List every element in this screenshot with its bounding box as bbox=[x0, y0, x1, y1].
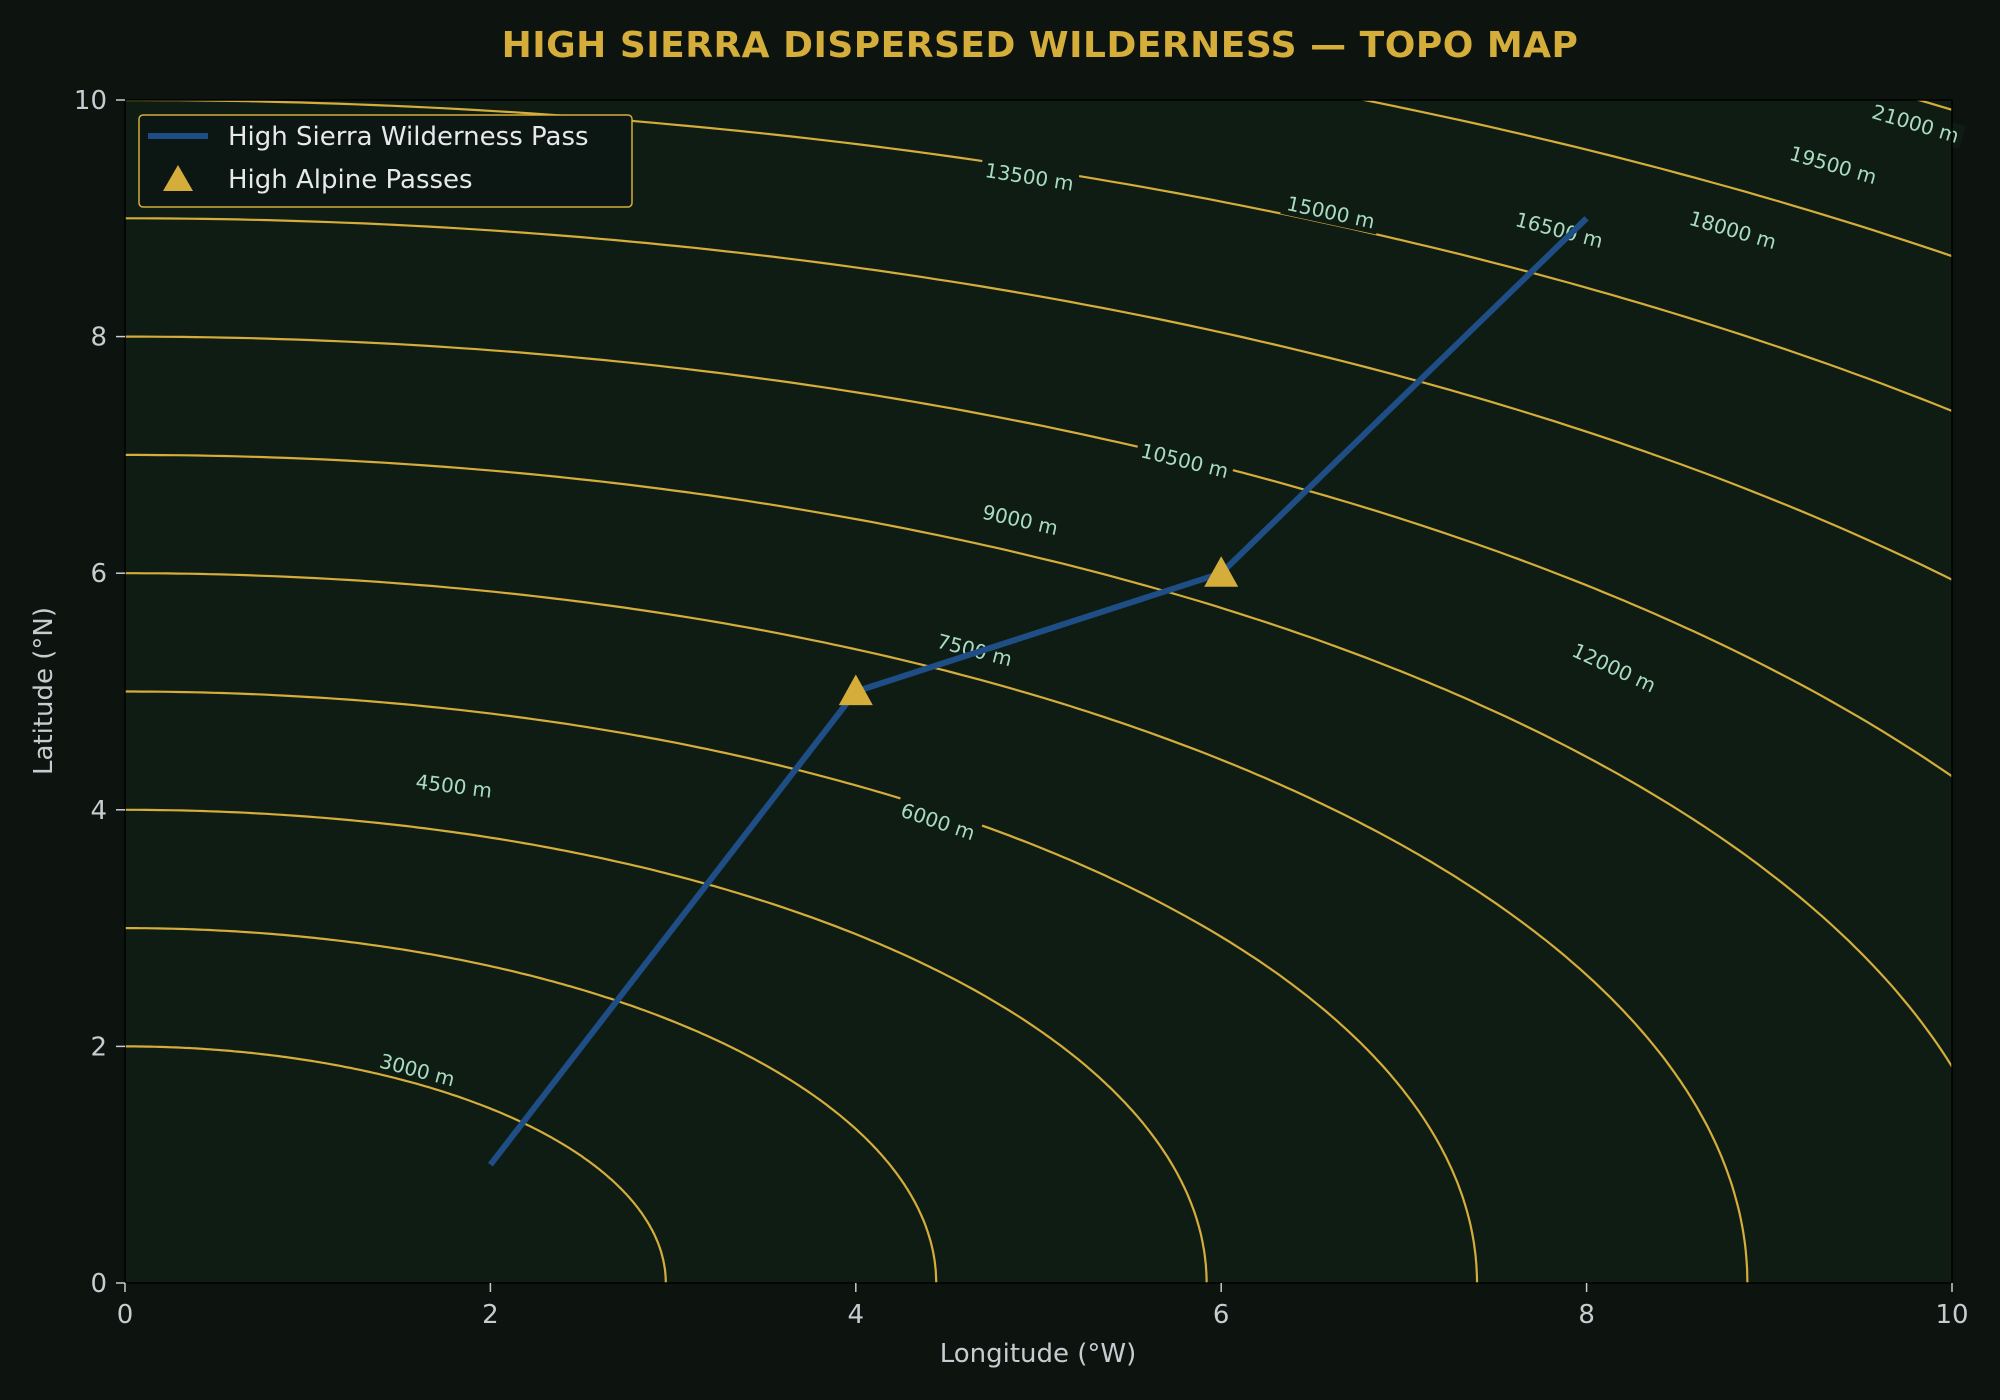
x-axis-ticks: 0 2 4 6 8 10 bbox=[117, 1283, 1969, 1330]
contour-label-gap bbox=[979, 157, 1080, 197]
legend: High Sierra Wilderness Pass High Alpine … bbox=[138, 114, 633, 208]
contour-label-gap bbox=[1134, 437, 1236, 485]
contour-label-gap bbox=[1865, 98, 1966, 150]
contour-line bbox=[125, 100, 1952, 413]
x-axis-label: Longitude (°W) bbox=[940, 1339, 1137, 1369]
y-tick-label: 10 bbox=[74, 86, 107, 116]
contour-line bbox=[125, 572, 1749, 1283]
legend-box bbox=[138, 114, 633, 208]
contour-label-gap bbox=[893, 796, 983, 847]
pass-markers bbox=[838, 556, 1239, 706]
x-tick-label: 0 bbox=[117, 1300, 134, 1330]
x-tick-label: 8 bbox=[1578, 1300, 1595, 1330]
contour-line bbox=[125, 453, 1952, 1069]
contour-line bbox=[125, 1045, 667, 1283]
plot-frame bbox=[124, 99, 1953, 1284]
contour-lines bbox=[125, 100, 1952, 1283]
contour-label-gap bbox=[1508, 206, 1610, 255]
contour-line bbox=[125, 335, 1952, 778]
legend-passes-label: High Alpine Passes bbox=[228, 165, 473, 195]
contour-line bbox=[125, 927, 938, 1283]
contour-label-gap bbox=[1280, 190, 1382, 235]
pass-marker bbox=[1204, 556, 1239, 587]
legend-trail-label: High Sierra Wilderness Pass bbox=[228, 122, 589, 152]
trail-series bbox=[488, 216, 1589, 1167]
trail-line bbox=[488, 216, 1589, 1167]
y-tick-label: 8 bbox=[90, 323, 107, 353]
y-tick-label: 2 bbox=[90, 1032, 107, 1062]
x-tick-label: 4 bbox=[848, 1300, 865, 1330]
legend-triangle-swatch bbox=[163, 165, 193, 191]
contour-label-gap bbox=[1782, 139, 1884, 191]
contour-label-gap bbox=[409, 768, 499, 804]
x-tick-label: 10 bbox=[1935, 1300, 1968, 1330]
y-tick-label: 4 bbox=[90, 796, 107, 826]
pass-marker bbox=[838, 674, 873, 706]
y-tick-label: 6 bbox=[90, 559, 107, 589]
x-tick-label: 2 bbox=[482, 1300, 499, 1330]
contour-line bbox=[125, 808, 1208, 1283]
contour-line bbox=[125, 217, 1952, 581]
contour-label-gap bbox=[975, 498, 1065, 542]
chart-title: HIGH SIERRA DISPERSED WILDERNESS — TOPO … bbox=[502, 25, 1579, 66]
y-axis-label: Latitude (°N) bbox=[29, 607, 59, 775]
x-tick-label: 6 bbox=[1213, 1300, 1230, 1330]
y-axis-ticks: 0 2 4 6 8 10 bbox=[74, 86, 125, 1299]
plot-area bbox=[125, 100, 1952, 1283]
y-tick-label: 0 bbox=[90, 1269, 107, 1299]
contour-label-gap bbox=[372, 1047, 462, 1093]
contour-label-gap bbox=[1682, 204, 1784, 256]
contour-line bbox=[125, 690, 1479, 1283]
contour-label-gap bbox=[1564, 636, 1664, 700]
